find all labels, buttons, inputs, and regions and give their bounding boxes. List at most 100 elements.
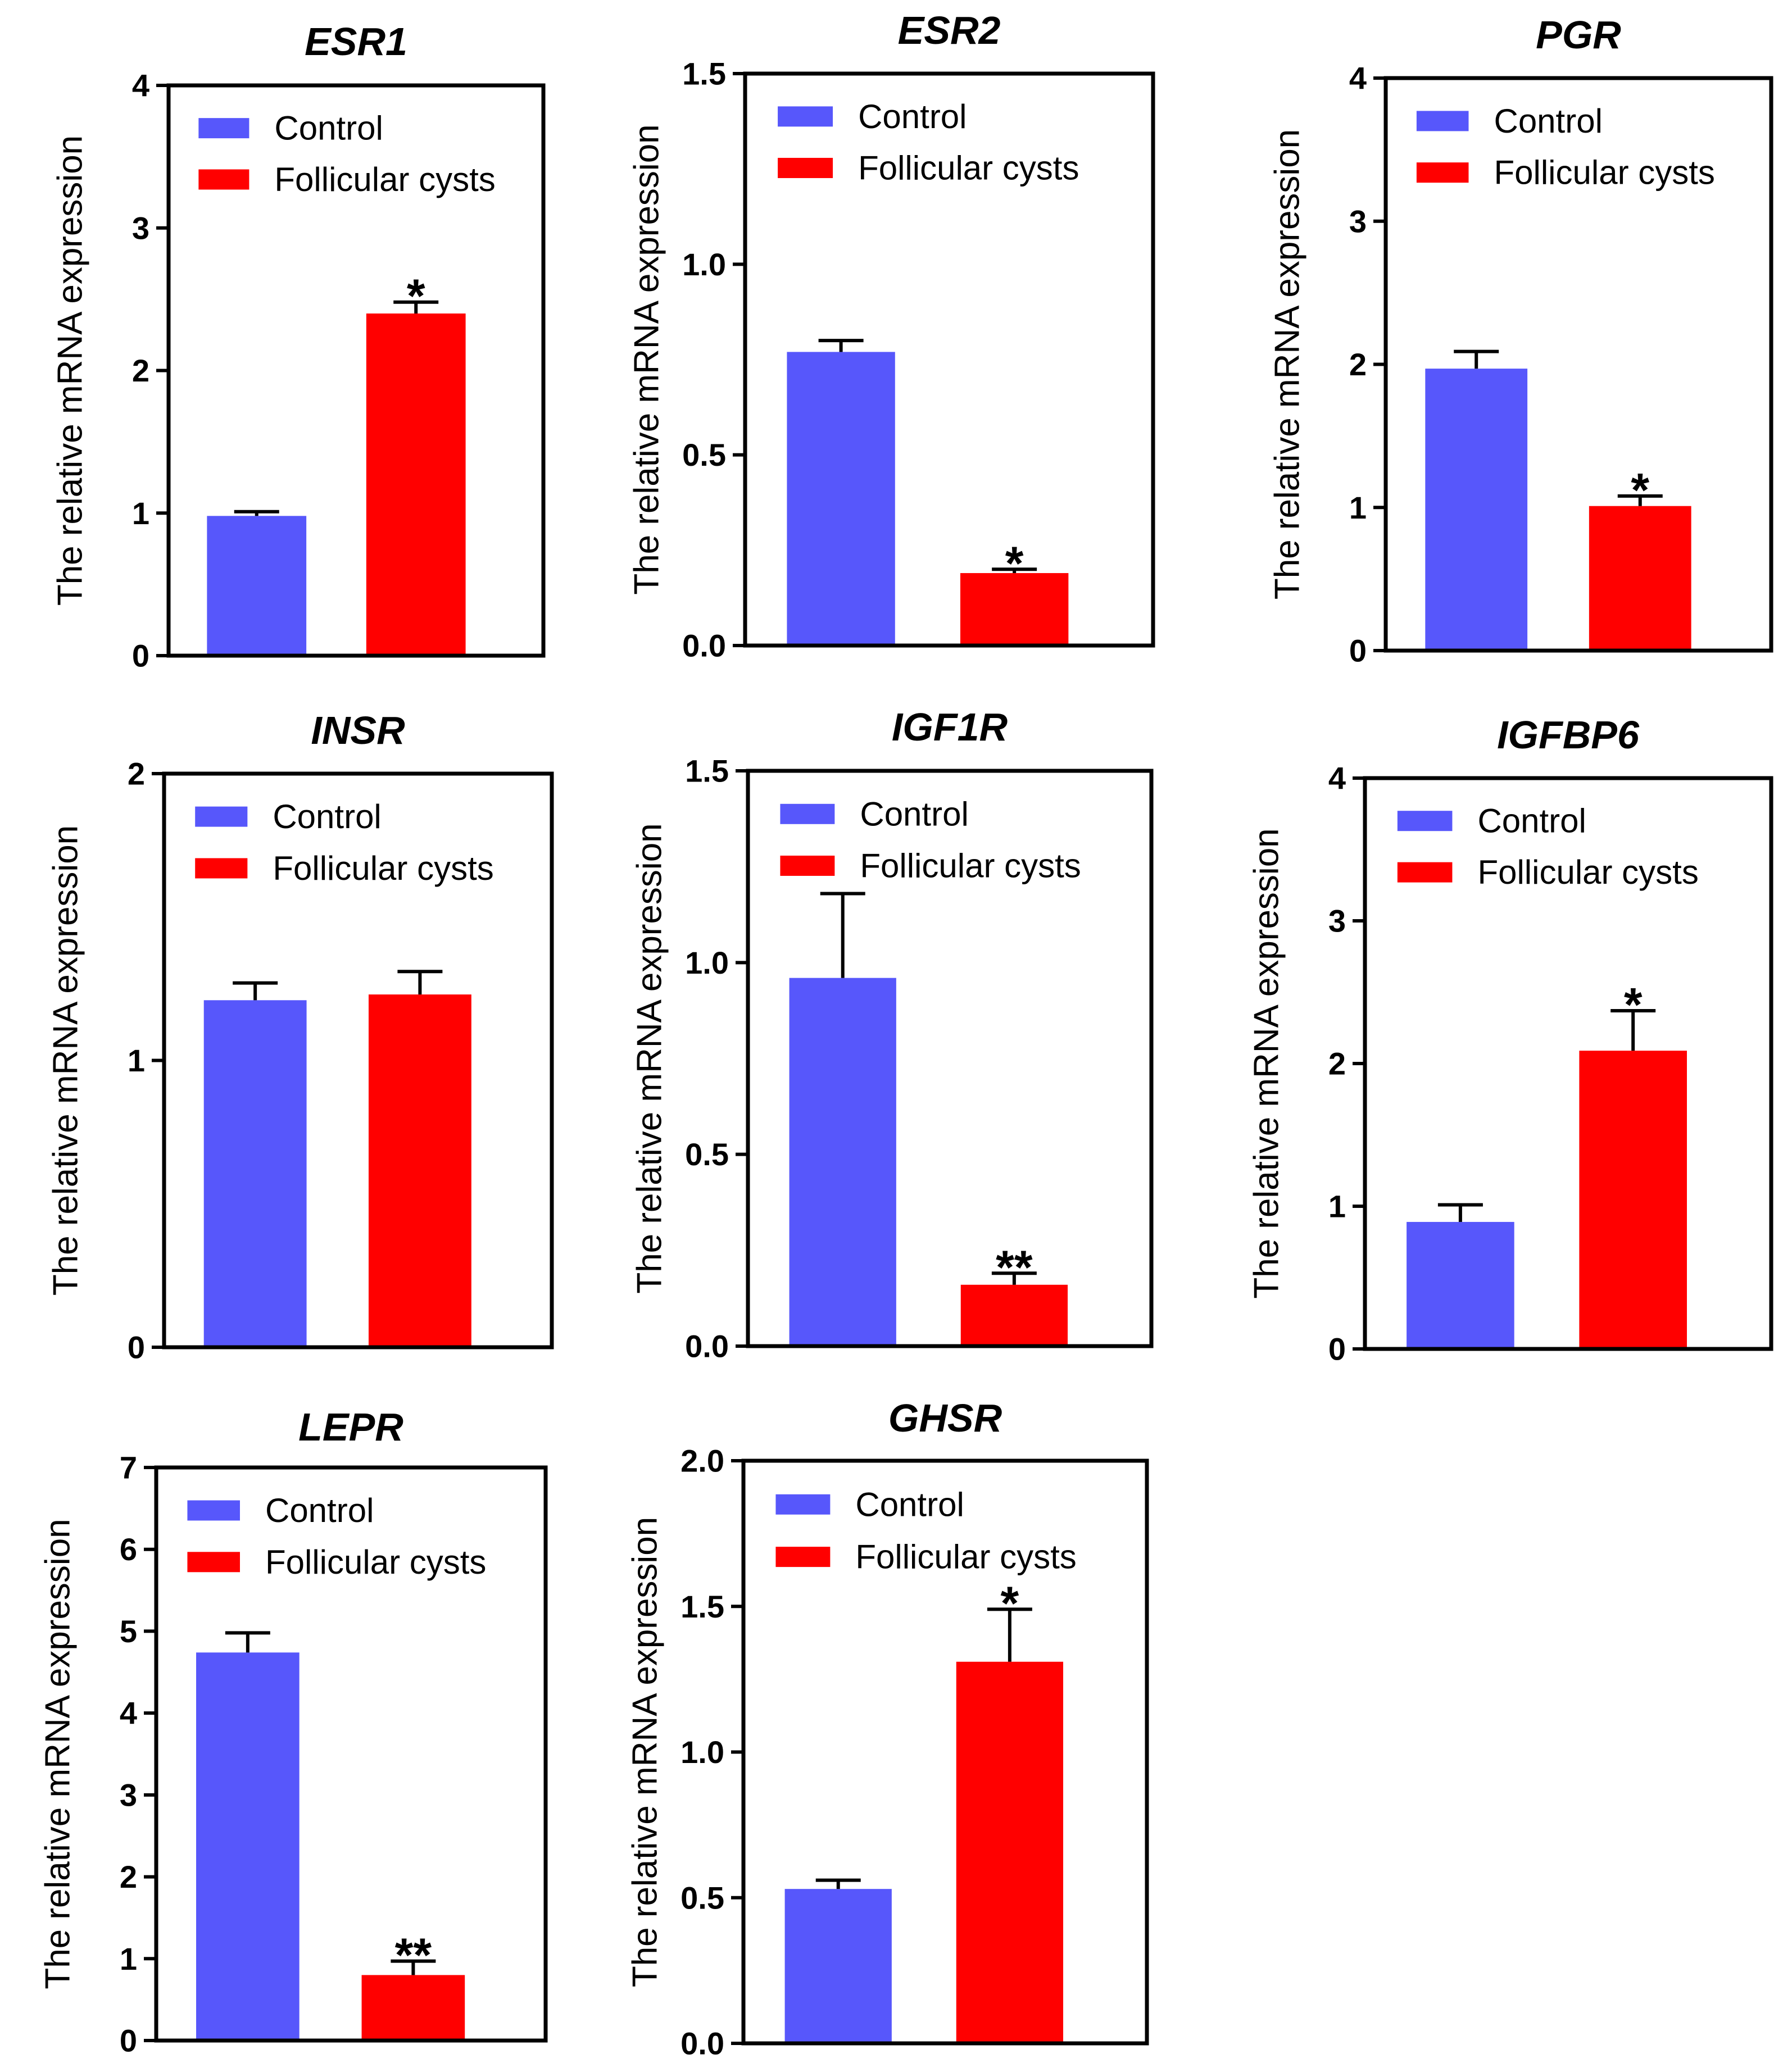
legend-label-control: Control bbox=[855, 1485, 964, 1523]
bar-control bbox=[203, 1000, 307, 1347]
y-tick-label: 1.0 bbox=[685, 945, 729, 980]
y-tick-label: 3 bbox=[1328, 903, 1346, 939]
y-axis-label: The relative mRNA expression bbox=[630, 823, 669, 1293]
y-tick-label: 1.0 bbox=[682, 247, 726, 282]
chart-insr: INSR The relative mRNA expression 0 1 2 Contr… bbox=[47, 708, 554, 1365]
bar-control bbox=[196, 1652, 300, 2041]
chart-esr2: ESR2 The relative mRNA expression 0.0 0.5 1.… bbox=[628, 8, 1155, 664]
bar-follicular-cysts bbox=[960, 1284, 1068, 1346]
legend-label-follicular-cysts: Follicular cysts bbox=[1494, 154, 1714, 192]
y-axis-label: The relative mRNA expression bbox=[39, 1519, 78, 1989]
y-tick-label: 2.0 bbox=[680, 1443, 724, 1479]
y-axis-label: The relative mRNA expression bbox=[626, 1517, 665, 1987]
bar-control bbox=[1425, 369, 1528, 651]
legend-label-follicular-cysts: Follicular cysts bbox=[1477, 853, 1698, 891]
legend-label-follicular-cysts: Follicular cysts bbox=[860, 847, 1081, 884]
legend-swatch-control bbox=[1397, 811, 1453, 831]
chart-title: INSR bbox=[311, 708, 405, 752]
y-tick-label: 1 bbox=[1349, 490, 1367, 525]
plot-frame bbox=[166, 83, 546, 658]
y-tick-label: 0 bbox=[1349, 633, 1367, 669]
legend-label-follicular-cysts: Follicular cysts bbox=[265, 1543, 486, 1581]
y-tick-label: 1 bbox=[1328, 1189, 1346, 1224]
y-tick-label: 4 bbox=[120, 1696, 137, 1731]
y-axis-label: The relative mRNA expression bbox=[51, 135, 90, 606]
y-tick-label: 1.5 bbox=[685, 753, 729, 789]
legend-swatch-follicular-cysts bbox=[778, 157, 833, 178]
y-tick-label: 0 bbox=[128, 1330, 145, 1365]
chart-igfbp6: IGFBP6 The relative mRNA expression 0 1 2 3 4 *… bbox=[1247, 713, 1773, 1367]
bar-follicular-cysts bbox=[1589, 506, 1691, 651]
chart-title: ESR1 bbox=[305, 20, 407, 63]
y-tick-label: 1 bbox=[132, 496, 149, 531]
legend-swatch-control bbox=[187, 1500, 240, 1521]
y-axis-label: The relative mRNA expression bbox=[628, 124, 666, 594]
y-tick-label: 5 bbox=[120, 1614, 137, 1649]
y-tick-label: 0.0 bbox=[682, 628, 726, 664]
y-tick-label: 1.5 bbox=[682, 56, 726, 92]
legend-label-control: Control bbox=[860, 795, 968, 833]
legend-swatch-control bbox=[775, 1494, 831, 1515]
legend-swatch-follicular-cysts bbox=[780, 855, 835, 876]
y-tick-label: 1.5 bbox=[680, 1589, 724, 1624]
y-axis-label: The relative mRNA expression bbox=[47, 825, 85, 1296]
y-tick-label: 0.5 bbox=[680, 1880, 724, 1915]
y-tick-label: 0.0 bbox=[680, 2026, 724, 2061]
legend-label-control: Control bbox=[1477, 802, 1586, 840]
chart-title: IGF1R bbox=[892, 705, 1008, 749]
plot-frame bbox=[746, 769, 1154, 1348]
chart-title: PGR bbox=[1536, 13, 1621, 57]
y-tick-label: 3 bbox=[1349, 203, 1367, 239]
legend-swatch-follicular-cysts bbox=[1397, 862, 1453, 883]
legend-label-control: Control bbox=[273, 798, 381, 835]
legend-swatch-control bbox=[778, 106, 833, 127]
significance-mark: * bbox=[1001, 1576, 1019, 1629]
chart-esr1: ESR1 The relative mRNA expression 0 1 2 3 4 * Co… bbox=[51, 20, 546, 674]
plot-frame bbox=[162, 771, 554, 1349]
y-tick-label: 0 bbox=[120, 2023, 137, 2059]
bar-control bbox=[787, 352, 895, 646]
legend-label-control: Control bbox=[274, 110, 383, 147]
legend-swatch-follicular-cysts bbox=[1416, 162, 1469, 183]
y-tick-label: 2 bbox=[1349, 347, 1367, 382]
legend-swatch-follicular-cysts bbox=[195, 858, 248, 879]
significance-mark: * bbox=[1005, 537, 1024, 589]
chart-title: LEPR bbox=[298, 1405, 403, 1449]
legend-label-follicular-cysts: Follicular cysts bbox=[855, 1538, 1076, 1576]
y-axis-label: The relative mRNA expression bbox=[1247, 828, 1286, 1298]
bar-follicular-cysts bbox=[366, 313, 466, 656]
y-tick-label: 2 bbox=[120, 1859, 137, 1894]
y-tick-label: 6 bbox=[120, 1532, 137, 1567]
bar-control bbox=[207, 516, 307, 656]
legend-label-control: Control bbox=[858, 98, 967, 135]
y-tick-label: 2 bbox=[128, 756, 145, 792]
y-tick-label: 2 bbox=[132, 353, 149, 388]
chart-title: IGFBP6 bbox=[1497, 713, 1640, 757]
y-axis-label: The relative mRNA expression bbox=[1268, 129, 1307, 599]
legend-swatch-follicular-cysts bbox=[198, 169, 249, 190]
bar-control bbox=[789, 978, 896, 1346]
plot-frame bbox=[1383, 76, 1773, 653]
y-tick-label: 0.5 bbox=[682, 437, 726, 472]
chart-pgr: PGR The relative mRNA expression 0 1 2 3 4 * Con… bbox=[1268, 13, 1773, 669]
legend-label-follicular-cysts: Follicular cysts bbox=[858, 149, 1079, 187]
bar-follicular-cysts bbox=[960, 573, 1069, 646]
y-tick-label: 1.0 bbox=[680, 1734, 724, 1770]
bar-follicular-cysts bbox=[361, 1975, 465, 2041]
significance-mark: * bbox=[1624, 978, 1643, 1031]
significance-mark: ** bbox=[996, 1241, 1033, 1293]
legend-label-follicular-cysts: Follicular cysts bbox=[273, 849, 493, 887]
chart-igf1r: IGF1R The relative mRNA expression 0.0 0.5 1… bbox=[630, 705, 1154, 1364]
y-tick-label: 0 bbox=[132, 638, 149, 674]
legend-swatch-control bbox=[1416, 111, 1469, 131]
legend-label-control: Control bbox=[265, 1492, 374, 1529]
bar-follicular-cysts bbox=[1579, 1051, 1687, 1349]
legend-swatch-control bbox=[780, 803, 835, 824]
y-tick-label: 0.5 bbox=[685, 1137, 729, 1172]
plot-frame bbox=[154, 1465, 548, 2043]
legend-swatch-follicular-cysts bbox=[187, 1552, 240, 1573]
y-tick-label: 4 bbox=[132, 68, 149, 103]
chart-lepr: LEPR The relative mRNA expression 0 1 2 3 4 5 6 7… bbox=[39, 1405, 548, 2059]
y-tick-label: 4 bbox=[1328, 761, 1346, 796]
y-tick-label: 4 bbox=[1349, 61, 1367, 96]
